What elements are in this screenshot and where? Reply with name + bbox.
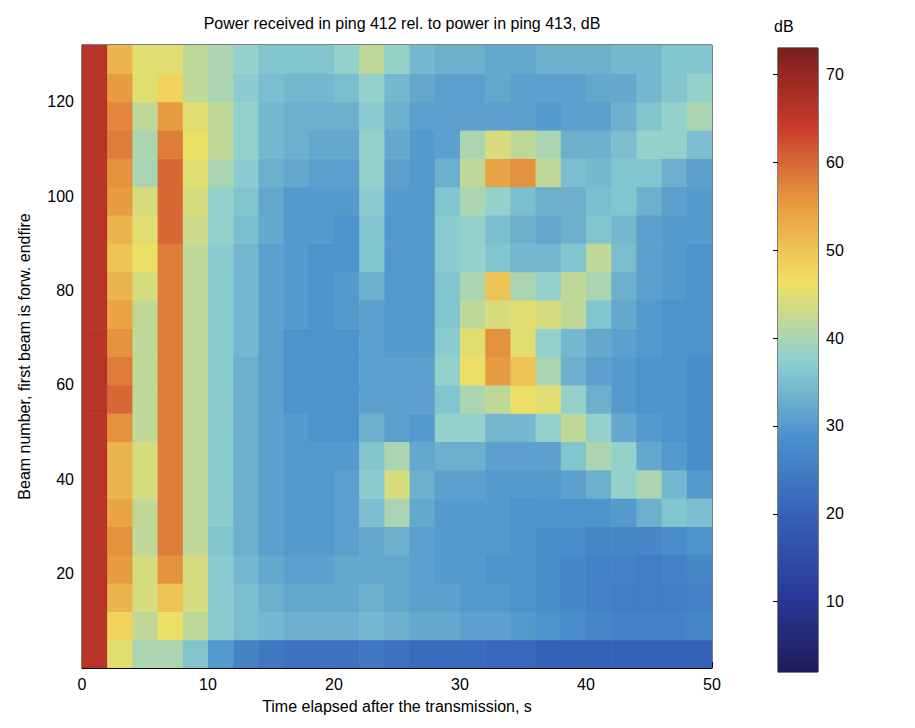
svg-text:70: 70: [826, 66, 844, 83]
svg-text:dB: dB: [774, 18, 794, 35]
svg-text:40: 40: [577, 676, 595, 693]
svg-text:100: 100: [47, 188, 74, 205]
svg-text:20: 20: [56, 565, 74, 582]
svg-text:20: 20: [826, 505, 844, 522]
svg-text:0: 0: [78, 676, 87, 693]
svg-text:10: 10: [826, 593, 844, 610]
svg-text:30: 30: [451, 676, 469, 693]
svg-text:30: 30: [826, 417, 844, 434]
svg-text:40: 40: [826, 330, 844, 347]
svg-text:120: 120: [47, 93, 74, 110]
svg-text:Time elapsed after the transmi: Time elapsed after the transmission, s: [262, 698, 532, 715]
svg-text:20: 20: [325, 676, 343, 693]
svg-text:60: 60: [826, 154, 844, 171]
svg-text:Power received in ping 412 rel: Power received in ping 412 rel. to power…: [204, 15, 601, 32]
svg-text:60: 60: [56, 376, 74, 393]
svg-text:10: 10: [199, 676, 217, 693]
svg-text:80: 80: [56, 282, 74, 299]
svg-text:50: 50: [703, 676, 721, 693]
svg-text:Beam number, first beam is for: Beam number, first beam is forw. endfire: [16, 213, 33, 499]
svg-text:50: 50: [826, 242, 844, 259]
svg-text:40: 40: [56, 471, 74, 488]
